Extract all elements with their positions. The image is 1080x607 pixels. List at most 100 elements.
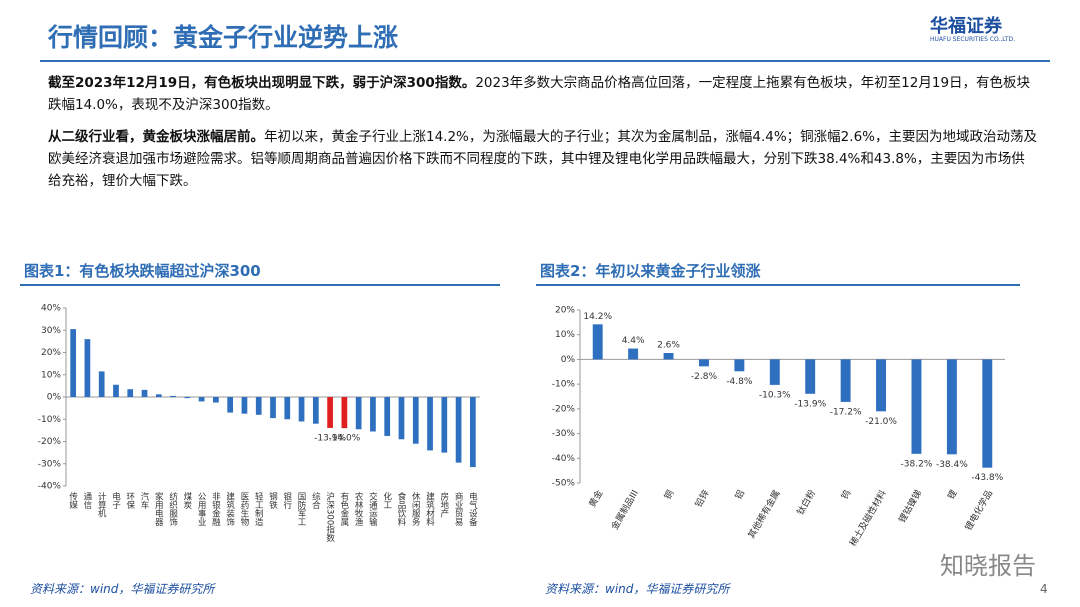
- x-tick-label: 铜: [661, 488, 676, 502]
- data-label: -13.9%: [794, 399, 826, 409]
- x-tick-label: 铝: [732, 488, 747, 502]
- x-tick-label: 金属制品III: [609, 488, 641, 532]
- x-tick-label: 国防军工: [296, 492, 306, 526]
- x-tick-label: 农林牧渔: [353, 491, 363, 526]
- x-tick-label: 通信: [82, 491, 92, 510]
- bar: [384, 397, 391, 436]
- y-tick-label: 10%: [41, 370, 61, 380]
- bar: [141, 389, 148, 397]
- bar: [840, 359, 851, 402]
- x-tick-label: 锂: [945, 488, 960, 502]
- bar: [699, 359, 709, 367]
- bar: [734, 359, 745, 372]
- data-label: 14.2%: [583, 312, 612, 322]
- data-label: -14.0%: [328, 434, 360, 444]
- bar: [270, 397, 276, 419]
- bar: [911, 359, 922, 454]
- x-tick-label: 纺织服饰: [168, 491, 178, 527]
- bar: [184, 397, 191, 399]
- data-label: -13.9%: [314, 433, 346, 443]
- x-tick-label: 食品饮料: [396, 491, 406, 527]
- bar: [805, 359, 816, 394]
- source: 资料来源：wind，华福证券研究所: [30, 582, 215, 596]
- x-tick-label: 煤炭: [182, 491, 192, 510]
- page-number: 4: [1040, 582, 1048, 596]
- y-tick-label: -10%: [38, 415, 62, 425]
- x-tick-label: 锂钴镍锑: [896, 488, 924, 525]
- y-tick-label: -10%: [552, 380, 576, 390]
- paragraph: 从二级行业看，黄金板块涨幅居前。年初以来，黄金子行业上涨14.2%，为涨幅最大的…: [48, 126, 1038, 192]
- bar: [284, 397, 291, 420]
- data-label: -2.8%: [691, 372, 718, 382]
- data-label: -17.2%: [830, 407, 862, 417]
- bar: [355, 397, 362, 430]
- bar: [769, 359, 780, 385]
- data-label: 2.6%: [657, 341, 680, 351]
- bar: [198, 397, 205, 402]
- y-tick-label: -40%: [552, 454, 576, 464]
- x-tick-label: 医药生物: [239, 492, 249, 527]
- bar: [327, 397, 333, 428]
- bar: [663, 353, 674, 360]
- bar: [227, 397, 234, 413]
- data-label: -38.2%: [901, 459, 933, 469]
- bar: [946, 359, 957, 455]
- x-tick-label: 电气设备: [467, 491, 477, 527]
- paragraph: 截至2023年12月19日，有色板块出现明显下跌，弱于沪深300指数。2023年…: [48, 72, 1038, 116]
- watermark: 知晓报告: [940, 552, 1036, 580]
- x-tick-label: 传媒: [68, 491, 78, 510]
- x-tick-label: 锂电化学品: [962, 488, 995, 533]
- x-tick-label: 有色金属: [339, 491, 349, 527]
- x-tick-label: 钢铁: [268, 491, 278, 510]
- x-tick-label: 化工: [382, 491, 392, 509]
- text: 2023年多数大宗商品价格高位回落，一定程度上拖累有色板块，年初至12月19日，…: [48, 75, 1031, 113]
- data-label: 4.4%: [622, 336, 645, 346]
- bar: [312, 397, 319, 424]
- bar: [127, 389, 134, 397]
- bar: [427, 397, 433, 451]
- data-label: -21.0%: [865, 417, 897, 427]
- bar: [170, 395, 176, 397]
- y-tick-label: 20%: [41, 348, 61, 358]
- bar: [255, 397, 262, 415]
- y-tick-label: -50%: [552, 479, 576, 489]
- bar: [412, 397, 419, 444]
- bar: [84, 339, 91, 397]
- bar: [398, 397, 405, 440]
- x-tick-label: 轻工制造: [253, 491, 263, 527]
- x-tick-label: 交通运输: [367, 491, 377, 527]
- bar: [298, 397, 305, 422]
- data-label: -10.3%: [759, 390, 791, 400]
- bar: [370, 397, 376, 432]
- title-rule: [536, 284, 1020, 286]
- y-tick-label: -20%: [552, 404, 576, 414]
- x-tick-label: 其他稀有金属: [745, 488, 782, 541]
- bar: [592, 324, 603, 360]
- bar: [470, 397, 476, 468]
- y-tick-label: 0%: [561, 355, 576, 365]
- x-tick-label: 汽车: [139, 491, 149, 510]
- chart-title: 图表2：年初以来黄金子行业领涨: [540, 262, 761, 280]
- bar: [241, 397, 248, 414]
- source: 资料来源：wind，华福证券研究所: [545, 582, 730, 596]
- y-tick-label: -40%: [38, 482, 62, 492]
- data-label: -4.8%: [726, 377, 753, 387]
- y-tick-label: 10%: [555, 330, 575, 340]
- bar: [213, 397, 219, 403]
- x-tick-label: 综合: [310, 491, 320, 510]
- bold-text: 从二级行业看，黄金板块涨幅居前。: [48, 129, 264, 145]
- bold-text: 截至2023年12月19日，有色板块出现明显下跌，弱于沪深300指数。: [48, 75, 476, 91]
- logo-subtitle: HUAFU SECURITIES CO.,LTD.: [930, 36, 1016, 43]
- y-tick-label: -30%: [38, 459, 62, 469]
- x-tick-label: 非银金融: [210, 491, 220, 527]
- x-tick-label: 银行: [282, 491, 292, 510]
- x-tick-label: 环保: [125, 492, 135, 510]
- bar: [98, 371, 105, 397]
- title-rule: [20, 284, 500, 286]
- bar: [876, 359, 886, 412]
- bar: [155, 394, 162, 397]
- bar: [441, 397, 448, 453]
- chart-title: 图表1：有色板块跌幅超过沪深300: [24, 262, 261, 280]
- x-tick-label: 房地产: [439, 491, 449, 518]
